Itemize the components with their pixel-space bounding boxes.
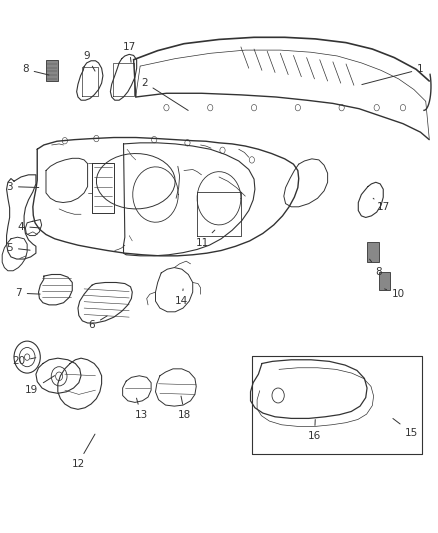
Text: 10: 10: [385, 289, 405, 299]
Text: 6: 6: [88, 316, 107, 330]
Text: 8: 8: [22, 64, 49, 75]
Text: 3: 3: [6, 182, 39, 191]
Text: 20: 20: [12, 357, 36, 366]
Text: 4: 4: [18, 222, 40, 231]
Text: 15: 15: [393, 418, 418, 438]
Text: 8: 8: [370, 259, 382, 277]
Text: 2: 2: [141, 78, 188, 110]
Text: 16: 16: [308, 419, 321, 441]
Text: 7: 7: [15, 288, 40, 298]
Bar: [367, 242, 379, 262]
Text: 17: 17: [373, 198, 390, 212]
Text: 14: 14: [175, 289, 188, 306]
Text: 17: 17: [123, 42, 136, 62]
Text: 13: 13: [134, 398, 148, 419]
Text: 19: 19: [25, 376, 55, 395]
Bar: [46, 60, 58, 81]
Text: 9: 9: [83, 51, 95, 71]
Text: 12: 12: [71, 434, 95, 469]
Text: 5: 5: [6, 243, 30, 253]
Bar: [379, 272, 390, 290]
Text: 18: 18: [178, 396, 191, 419]
Text: 1: 1: [362, 64, 424, 85]
Text: 11: 11: [196, 230, 215, 247]
